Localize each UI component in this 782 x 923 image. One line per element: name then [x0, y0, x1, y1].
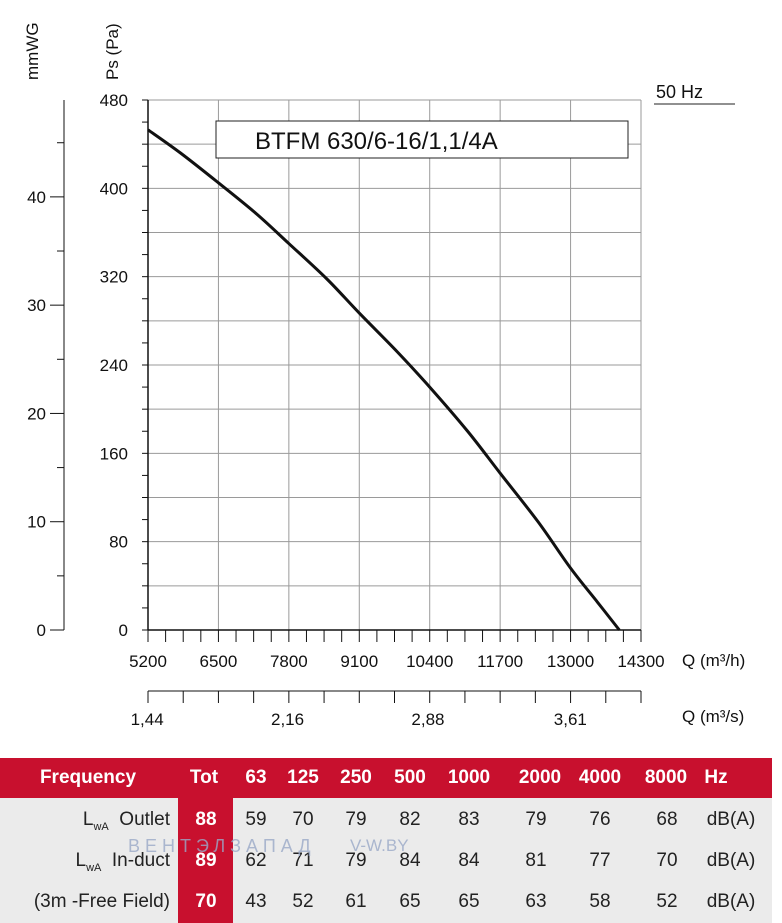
table-cell: 68 [656, 809, 678, 830]
table-body [0, 798, 772, 923]
y2-tick-label: 20 [27, 404, 46, 423]
header-band: 500 [394, 767, 426, 788]
x-tick-label: 10400 [406, 652, 453, 671]
table-cell: 62 [245, 850, 267, 871]
tot-value: 70 [195, 891, 217, 912]
header-unit: Hz [704, 767, 728, 788]
frequency-label: 50 Hz [656, 82, 703, 102]
table-cell: 70 [292, 809, 314, 830]
table-cell: 58 [589, 891, 611, 912]
table-cell: 43 [245, 891, 267, 912]
header-band: 250 [340, 767, 372, 788]
table-cell: 79 [345, 850, 367, 871]
x2-tick-label: 2,88 [411, 710, 444, 729]
x-tick-label: 9100 [340, 652, 378, 671]
table-unit: dB(A) [706, 891, 756, 912]
table-cell: 59 [245, 809, 267, 830]
watermark-text: ВЕНТЭЛЗАПАД [128, 836, 316, 856]
chart-marks [147, 128, 621, 631]
row-label-free-field: (3m -Free Field) [33, 891, 170, 912]
header-tot: Tot [189, 767, 219, 788]
title-box [215, 120, 629, 159]
table-header [0, 758, 772, 798]
tot-value: 89 [195, 850, 217, 871]
header-band: 4000 [578, 767, 622, 788]
x-tick-label: 11700 [477, 652, 523, 671]
table-cell: 76 [589, 809, 611, 830]
table-cell: 82 [399, 809, 421, 830]
y-axis-label-pa: Ps (Pa) [103, 23, 122, 80]
table-cell: 71 [292, 850, 314, 871]
x2-tick-label: 3,61 [554, 710, 587, 729]
x-axis-label-m3h: Q (m³/h) [682, 651, 745, 670]
x-tick-label: 5200 [129, 652, 167, 671]
header-band: 125 [287, 767, 319, 788]
table-cell: 65 [399, 891, 421, 912]
header-band: 8000 [644, 767, 688, 788]
table-cell: 79 [525, 809, 547, 830]
x-tick-label: 6500 [200, 652, 238, 671]
fan-performance-chart: 0 80 160 240 320 400 480 0 10 20 30 40 5200 6500 7800 9… [23, 22, 745, 729]
row-label-induct: LwA In-duct [75, 850, 170, 874]
sound-power-table: Frequency Tot 63 125 250 500 1000 2000 4… [0, 758, 782, 923]
y2-tick-label: 30 [27, 296, 46, 315]
y2-tick-label: 0 [37, 621, 46, 640]
header-band: 2000 [518, 767, 562, 788]
fan-curve-line [147, 128, 621, 631]
grid [147, 99, 642, 631]
table-cell: 79 [345, 809, 367, 830]
y2-tick-label: 10 [27, 513, 46, 532]
header-frequency: Frequency [39, 767, 137, 788]
table-cell: 65 [458, 891, 480, 912]
table-cell: 52 [292, 891, 314, 912]
table-cell: 70 [656, 850, 678, 871]
y-tick-label: 240 [100, 356, 128, 375]
y-tick-label: 320 [100, 268, 128, 287]
table-cell: 84 [399, 850, 421, 871]
y-tick-label: 400 [100, 179, 128, 198]
y-axis-label-mmwg: mmWG [23, 22, 42, 80]
table-cell: 83 [458, 809, 480, 830]
table-cell: 81 [525, 850, 547, 871]
axes: 0 80 160 240 320 400 480 0 10 20 30 40 5200 6500 7800 9… [27, 91, 665, 729]
y-tick-label: 480 [100, 91, 128, 110]
header-band: 1000 [447, 767, 491, 788]
row-label-outlet: LwA Outlet [82, 809, 170, 833]
table-unit: dB(A) [706, 850, 756, 871]
tot-value: 88 [195, 809, 217, 830]
table-cell: 77 [589, 850, 611, 871]
watermark-url: V-W.BY [350, 836, 409, 855]
tot-column [178, 798, 233, 923]
x-tick-label: 7800 [270, 652, 308, 671]
table-unit: dB(A) [706, 809, 756, 830]
header-band: 63 [245, 767, 267, 788]
x2-tick-label: 2,16 [271, 710, 304, 729]
table-cell: 84 [458, 850, 480, 871]
y-tick-label: 0 [119, 621, 128, 640]
y2-tick-label: 40 [27, 188, 46, 207]
x-tick-label: 14300 [617, 652, 664, 671]
table-cell: 61 [345, 891, 367, 912]
x-tick-label: 13000 [547, 652, 594, 671]
y-tick-label: 160 [100, 444, 128, 463]
x-axis-label-m3s: Q (m³/s) [682, 707, 744, 726]
chart-title: BTFM 630/6-16/1,1/4A [255, 128, 498, 155]
y-tick-label: 80 [109, 533, 128, 552]
table-cell: 52 [656, 891, 678, 912]
x2-tick-label: 1,44 [131, 710, 164, 729]
table-cell: 63 [525, 891, 547, 912]
